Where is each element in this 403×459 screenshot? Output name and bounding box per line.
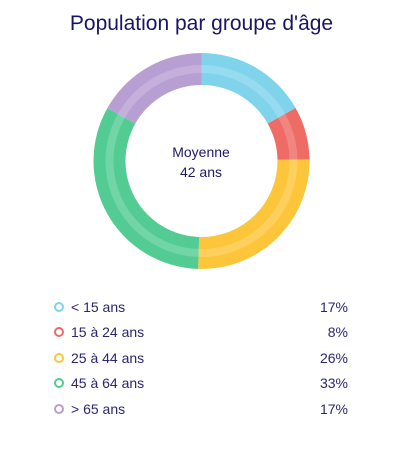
legend-marker-icon [54,327,64,338]
donut-slice-2 [198,159,310,269]
legend-value: 17% [319,400,348,417]
donut-slice-1 [267,107,310,160]
legend-value: 26% [319,349,348,366]
legend-item-3: 45 à 64 ans 33% [54,371,348,397]
donut-highlight-ring [105,65,298,257]
center-label-value: 42 ans [179,164,223,180]
donut-chart: Moyenne 42 ans [93,53,310,269]
donut-slice-0 [201,53,296,124]
center-label-title: Moyenne [172,144,230,160]
legend-item-0: < 15 ans 17% [54,294,348,320]
legend-value: 17% [319,298,348,315]
legend-label: 25 à 44 ans [71,349,145,366]
legend-label: < 15 ans [71,298,126,315]
legend-marker-icon [54,403,64,414]
legend-value: 33% [319,375,348,392]
chart-legend: < 15 ans 17% 15 à 24 ans 8% 25 à 44 ans 26% 45… [54,294,348,422]
chart-title: Population par groupe d'âge [69,12,334,35]
legend-value: 8% [327,324,348,341]
legend-item-4: > 65 ans 17% [54,396,348,422]
legend-label: 15 à 24 ans [71,324,145,341]
donut-slice-3 [93,107,200,269]
donut-chart-svg [93,53,310,269]
legend-marker-icon [54,352,64,363]
legend-marker-icon [54,301,64,312]
legend-item-1: 15 à 24 ans 8% [54,320,348,346]
legend-label: > 65 ans [71,400,126,417]
legend-item-2: 25 à 44 ans 26% [54,345,348,371]
legend-marker-icon [54,378,64,389]
legend-label: 45 à 64 ans [71,375,145,392]
donut-slice-4 [107,53,202,124]
